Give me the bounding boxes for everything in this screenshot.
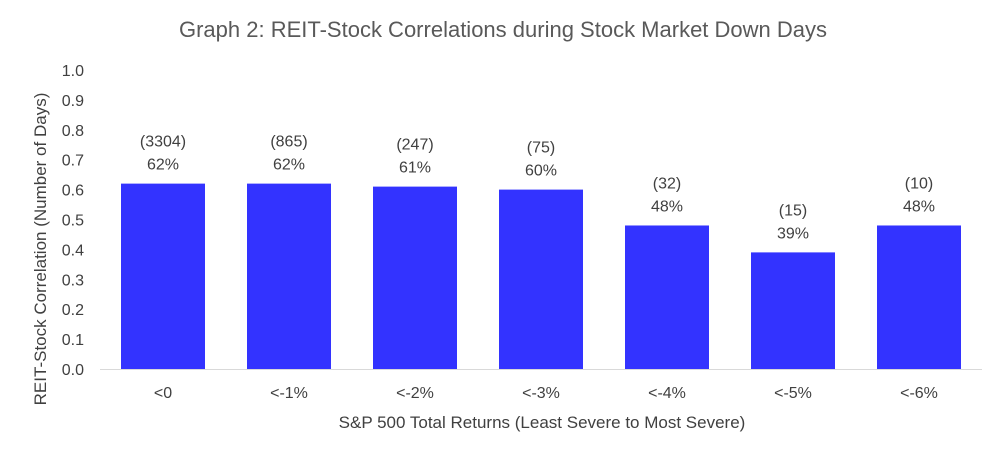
bar-count-label: (3304) — [140, 134, 186, 151]
x-tick-label: <-4% — [648, 385, 686, 402]
x-tick-label: <-1% — [270, 385, 308, 402]
x-axis-label: S&P 500 Total Returns (Least Severe to M… — [339, 413, 746, 432]
bar-count-label: (10) — [905, 175, 933, 192]
y-tick-label: 0.0 — [62, 362, 84, 379]
y-tick-label: 1.0 — [62, 63, 84, 80]
y-axis-ticks: 0.0 0.1 0.2 0.3 0.4 0.5 0.6 0.7 0.8 0.9 1.0 — [62, 63, 84, 379]
y-tick-label: 0.7 — [62, 153, 84, 170]
x-tick-label: <-3% — [522, 385, 560, 402]
bar — [625, 225, 709, 369]
bar-percent-label: 48% — [651, 198, 683, 215]
bar-count-label: (247) — [396, 137, 433, 154]
bar-count-label: (865) — [270, 134, 307, 151]
y-tick-label: 0.5 — [62, 213, 84, 230]
bar-percent-label: 62% — [273, 157, 305, 174]
bar-percent-label: 60% — [525, 163, 557, 180]
bar-percent-label: 48% — [903, 198, 935, 215]
bar-percent-label: 61% — [399, 160, 431, 177]
x-tick-label: <-2% — [396, 385, 434, 402]
bar-percent-label: 62% — [147, 157, 179, 174]
y-tick-label: 0.6 — [62, 183, 84, 200]
bar — [121, 183, 205, 369]
bar — [373, 186, 457, 369]
x-tick-label: <0 — [154, 385, 172, 402]
x-axis-ticks: <0 <-1% <-2% <-3% <-4% <-5% <-6% — [154, 385, 938, 402]
y-tick-label: 0.4 — [62, 242, 84, 259]
bar-count-label: (75) — [527, 140, 555, 157]
y-tick-label: 0.9 — [62, 93, 84, 110]
bar — [877, 225, 961, 369]
bar-count-label: (15) — [779, 202, 807, 219]
bar — [751, 252, 835, 369]
x-tick-label: <-6% — [900, 385, 938, 402]
bar-percent-label: 39% — [777, 225, 809, 242]
bar — [499, 189, 583, 369]
y-tick-label: 0.2 — [62, 302, 84, 319]
y-tick-label: 0.1 — [62, 332, 84, 349]
y-tick-label: 0.3 — [62, 272, 84, 289]
chart-title: Graph 2: REIT-Stock Correlations during … — [179, 17, 827, 42]
bar-count-label: (32) — [653, 175, 681, 192]
bars-group: 62% (3304) 62% (865) 61% (247) 60% (75) 48% (32) 3… — [121, 134, 961, 369]
bar — [247, 183, 331, 369]
x-tick-label: <-5% — [774, 385, 812, 402]
y-axis-label: REIT-Stock Correlation (Number of Days) — [31, 93, 50, 406]
y-tick-label: 0.8 — [62, 123, 84, 140]
